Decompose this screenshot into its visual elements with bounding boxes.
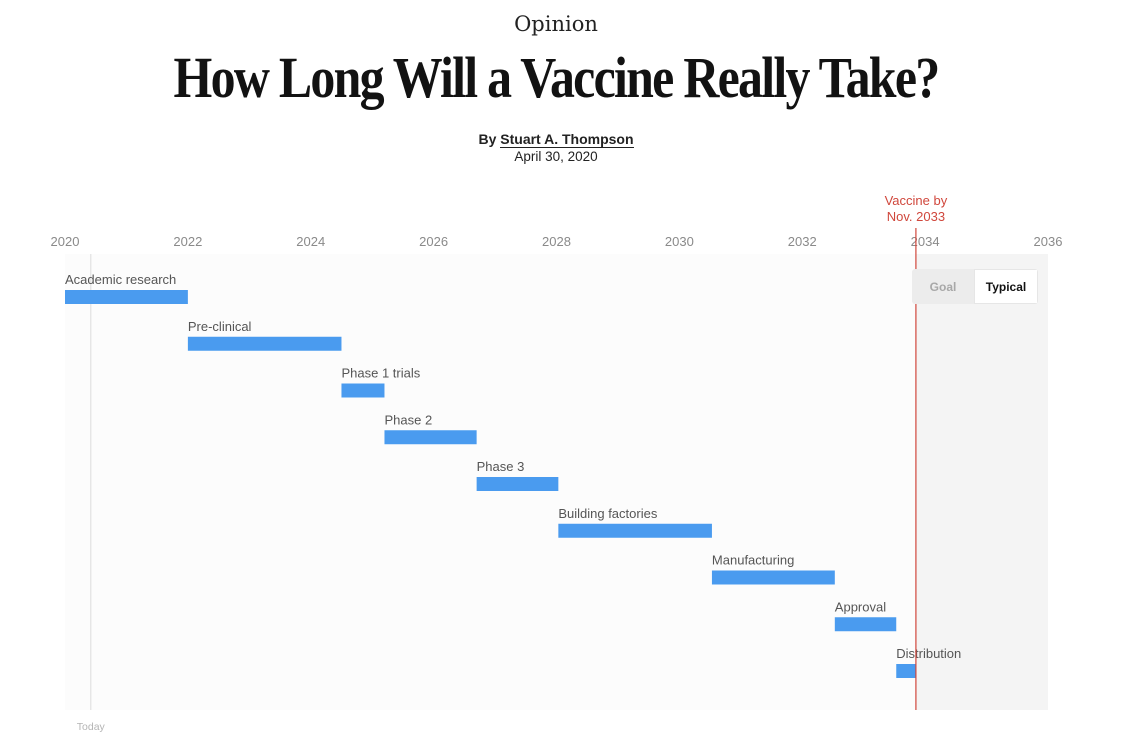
task-label: Approval (835, 599, 886, 614)
author-link[interactable]: Stuart A. Thompson (500, 131, 634, 148)
task-bar (558, 523, 712, 538)
goal-toggle-button[interactable]: Goal (912, 269, 974, 304)
x-tick-label: 2020 (51, 234, 80, 249)
task-label: Phase 2 (384, 412, 432, 427)
x-tick-label: 2030 (665, 234, 694, 249)
byline-prefix: By (478, 131, 497, 147)
task-bar (384, 430, 477, 445)
today-label: Today (77, 721, 106, 733)
task-bar (187, 336, 342, 351)
x-tick-label: 2028 (542, 234, 571, 249)
task-label: Manufacturing (712, 553, 794, 568)
task-bar (896, 664, 916, 678)
task-bar (341, 383, 385, 398)
task-bar (711, 570, 835, 585)
scenario-toggle: Goal Typical (912, 269, 1038, 304)
task-label: Pre-clinical (188, 319, 252, 334)
task-bar (834, 617, 897, 632)
task-label: Academic research (65, 272, 176, 287)
post-target-shading (915, 254, 1048, 710)
section-kicker[interactable]: Opinion (514, 12, 598, 36)
target-label-line1: Vaccine by (885, 193, 948, 208)
typical-toggle-button[interactable]: Typical (974, 269, 1038, 304)
task-label: Phase 1 trials (341, 366, 420, 381)
task-label: Building factories (558, 506, 657, 521)
target-label-line2: Nov. 2033 (887, 209, 945, 224)
task-label: Phase 3 (477, 459, 525, 474)
publish-date: April 30, 2020 (514, 149, 598, 164)
x-tick-label: 2032 (788, 234, 817, 249)
task-bar (65, 290, 188, 304)
task-bar (476, 477, 559, 491)
byline: By Stuart A. Thompson (0, 131, 1112, 148)
page-title: How Long Will a Vaccine Really Take? (173, 45, 941, 110)
x-tick-label: 2034 (911, 234, 940, 249)
x-tick-label: 2036 (1034, 234, 1063, 249)
x-tick-label: 2024 (296, 234, 325, 249)
x-tick-label: 2026 (419, 234, 448, 249)
task-label: Distribution (896, 646, 961, 661)
x-tick-label: 2022 (173, 234, 202, 249)
